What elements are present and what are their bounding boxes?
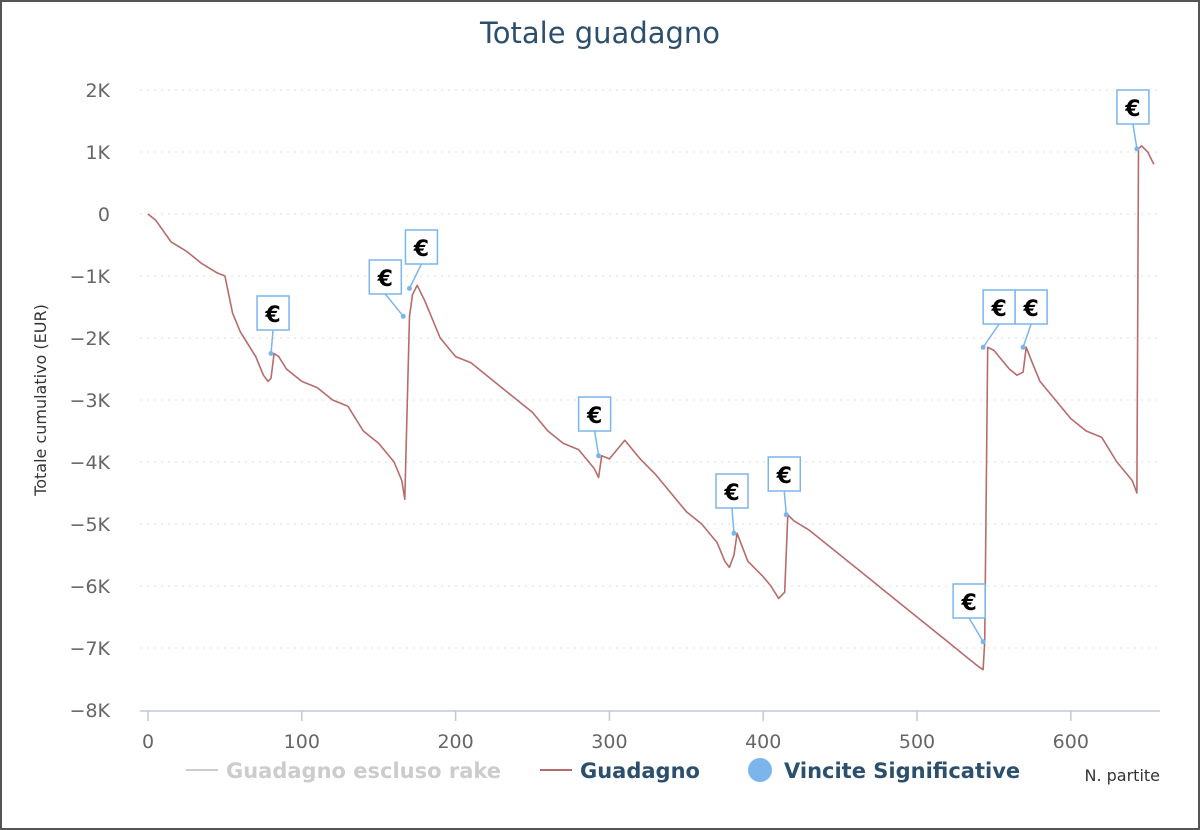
y-tick-label: 0 <box>98 204 110 226</box>
marker-point <box>980 344 986 350</box>
flag-connector <box>384 293 404 317</box>
flag-label: € <box>776 464 792 489</box>
x-tick-label: 600 <box>1053 731 1089 753</box>
x-axis-title: N. partite <box>1084 766 1160 785</box>
marker-point <box>406 285 412 291</box>
x-axis: 0 100 200 300 400 500 600 <box>140 710 1160 753</box>
flag-label: € <box>264 303 280 328</box>
y-tick-label: 2K <box>85 80 110 102</box>
flag-connector <box>1132 123 1138 150</box>
flag-box <box>952 583 986 619</box>
x-tick-label: 500 <box>899 731 935 753</box>
series-line-guadagno <box>147 145 1155 671</box>
flag-box <box>1014 289 1048 325</box>
flag-connector <box>593 430 600 456</box>
flag-box <box>767 456 802 492</box>
x-tick-label: 100 <box>284 731 320 753</box>
y-axis-ticks: −8K −7K −6K −5K −4K −3K −2K −1K 0 1K 2K <box>70 80 111 722</box>
y-tick-label: −5K <box>70 514 111 536</box>
marker-point <box>731 530 737 536</box>
legend-label: Vincite Significative <box>784 759 1020 783</box>
y-tick-label: −6K <box>70 576 111 598</box>
marker-point <box>400 313 406 319</box>
marker-point <box>980 639 986 645</box>
flag-connector <box>408 263 423 289</box>
x-tick-label: 300 <box>591 731 627 753</box>
legend-dot-icon <box>748 758 772 782</box>
y-tick-label: −3K <box>70 390 111 412</box>
flag-label: € <box>1022 297 1038 322</box>
flag-connector <box>270 329 274 354</box>
flag-label: € <box>990 297 1006 322</box>
marker-point <box>268 351 274 356</box>
marker-point <box>1020 344 1026 350</box>
y-axis-title: Totale cumulativo (EUR) <box>31 304 50 497</box>
y-tick-label: −4K <box>70 452 111 474</box>
flag-connector <box>968 617 984 643</box>
chart-title: Totale guadagno <box>479 16 720 50</box>
flag-box <box>404 229 439 265</box>
flag-connector <box>783 490 788 515</box>
series-layer <box>147 145 1155 671</box>
flag-connector <box>1022 323 1032 348</box>
flag-label: € <box>377 267 393 292</box>
flag-box <box>368 259 403 295</box>
marker-point <box>1134 146 1140 152</box>
marker-point <box>596 453 602 459</box>
x-tick-label: 200 <box>437 731 473 753</box>
flag-label: € <box>413 237 429 262</box>
flag-box <box>577 396 612 432</box>
flag-label: € <box>586 404 602 429</box>
legend[interactable]: Guadagno escluso rake Guadagno Vincite Sig… <box>186 758 1020 783</box>
flags-layer: € € € € € € € € € € <box>256 89 1150 645</box>
marker-point <box>783 512 789 518</box>
legend-label: Guadagno <box>580 759 700 783</box>
flag-label: € <box>723 481 739 506</box>
flag-label: € <box>960 591 976 616</box>
y-tick-label: −1K <box>70 266 111 288</box>
flag-connector <box>982 323 1000 348</box>
flag-box <box>256 295 290 331</box>
flag-box <box>715 473 749 509</box>
grid-lines <box>140 89 1160 649</box>
y-tick-label: 1K <box>85 142 110 164</box>
y-tick-label: −8K <box>70 700 111 722</box>
flag-label: € <box>1124 97 1140 122</box>
flag-connector <box>731 507 735 534</box>
x-tick-label: 0 <box>142 731 154 753</box>
legend-label: Guadagno escluso rake <box>226 759 501 783</box>
y-tick-label: −7K <box>70 638 111 660</box>
flag-box <box>1116 89 1150 125</box>
y-tick-label: −2K <box>70 328 111 350</box>
x-tick-label: 400 <box>745 731 781 753</box>
